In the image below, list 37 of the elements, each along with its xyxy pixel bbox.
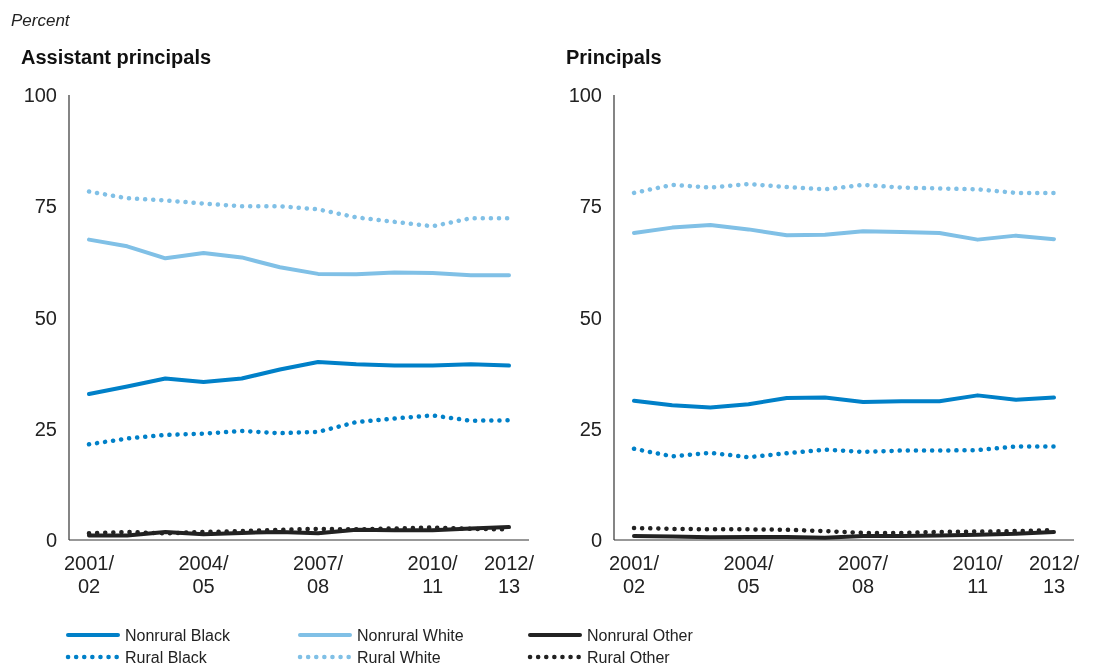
x-tick-label: 2004/05 [178,552,230,597]
x-tick-label: 2001/02 [608,552,660,597]
y-tick-label: 100 [568,84,602,106]
x-tick-label: 2001/02 [63,552,115,597]
x-tick-label: 2012/13 [483,552,535,597]
legend-label: Rural Other [587,648,671,665]
y-tick-label: 25 [34,417,57,440]
chart-title: Principals [566,46,662,68]
line-series [86,189,512,229]
x-tick-label: 2010/11 [952,552,1004,597]
chart-title: Assistant principals [21,46,212,68]
line-series [631,181,1057,196]
y-axis-title: Percent [11,11,71,30]
line-series [631,444,1057,460]
line-series [632,222,1056,242]
y-tick-label: 75 [579,195,602,218]
y-tick-label: 0 [590,529,602,551]
legend-label: Nonrural Other [587,626,694,644]
x-tick-label: 2007/08 [838,552,889,597]
line-series [87,360,511,397]
y-tick-label: 50 [579,306,602,329]
x-tick-label: 2004/05 [723,552,775,597]
x-tick-label: 2012/13 [1028,552,1080,597]
legend-label: Nonrural White [357,626,464,644]
y-tick-label: 100 [23,84,57,106]
y-tick-label: 50 [34,306,57,329]
line-series [86,413,512,447]
y-tick-label: 0 [45,529,57,551]
line-series [632,393,1056,410]
legend-label: Nonrural Black [125,626,231,644]
x-tick-label: 2010/11 [407,552,459,597]
y-tick-label: 25 [579,417,602,440]
line-series [87,237,511,278]
legend-label: Rural Black [125,648,208,665]
x-tick-label: 2007/08 [293,552,344,597]
y-tick-label: 75 [34,195,57,218]
legend-label: Rural White [357,648,441,665]
